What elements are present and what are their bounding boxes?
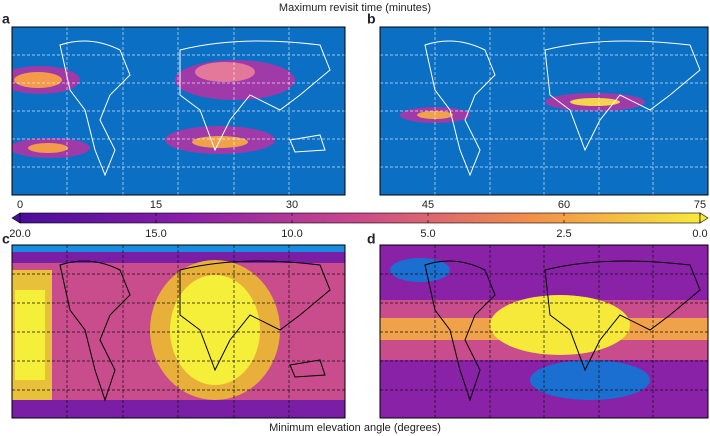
colorbar-top-label: 30 — [286, 199, 298, 211]
panel-label: a — [2, 11, 10, 27]
bottom-title: Minimum elevation angle (degrees) — [269, 422, 441, 434]
colorbar — [11, 212, 709, 224]
colorbar-bottom-label: 0.0 — [692, 228, 707, 240]
colorbar-top-label: 75 — [694, 199, 706, 211]
panel-label: c — [2, 231, 10, 247]
colorbar-top-label: 15 — [150, 199, 162, 211]
top-title: Maximum revisit time (minutes) — [279, 2, 431, 14]
colorbar-bottom-label: 15.0 — [145, 228, 166, 240]
colorbar-bottom-label: 10.0 — [281, 228, 302, 240]
map-c — [12, 245, 345, 418]
colorbar-bottom-label: 5.0 — [420, 228, 435, 240]
panel-label: b — [367, 11, 376, 27]
colorbar-top-label: 60 — [558, 199, 570, 211]
panel-label: d — [367, 231, 376, 247]
colorbar-bottom-label: 20.0 — [9, 228, 30, 240]
colorbar-top-label: 0 — [17, 199, 23, 211]
colorbar-bottom-label: 2.5 — [556, 228, 571, 240]
colorbar-top-label: 45 — [422, 199, 434, 211]
